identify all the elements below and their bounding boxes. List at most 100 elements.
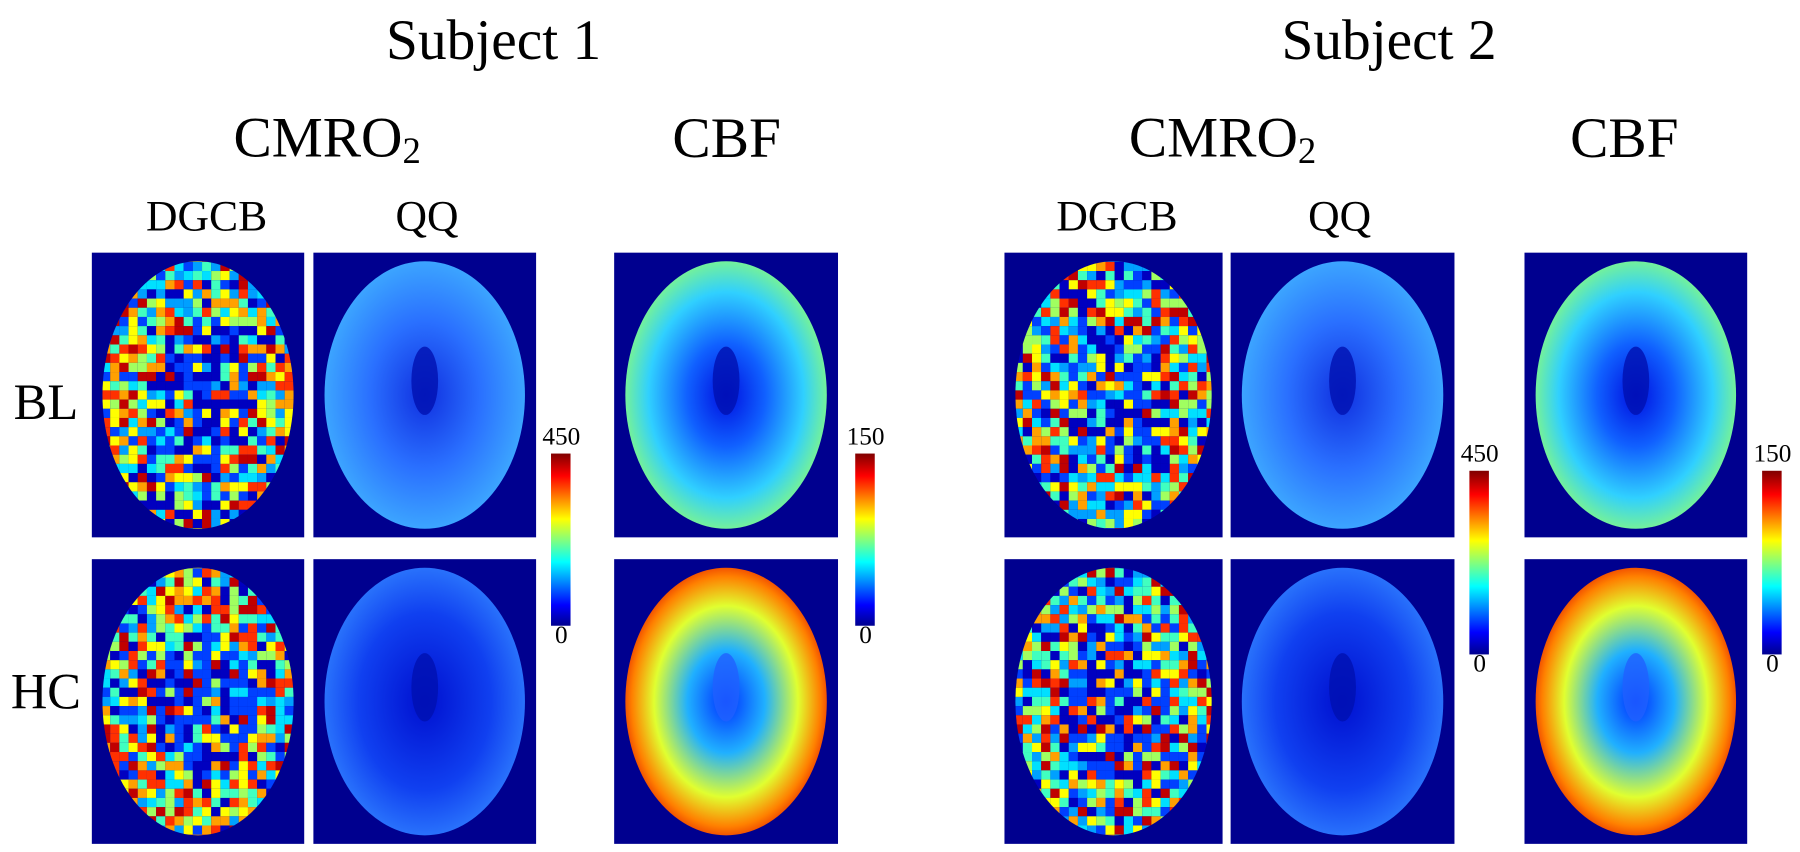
pixel [184,679,193,688]
pixel [165,271,174,280]
pixel [1142,409,1151,418]
pixel [257,436,266,445]
pixel [174,335,183,344]
pixel [156,798,165,807]
pixel [303,372,312,381]
pixel [1115,752,1124,761]
pixel [239,623,248,632]
pixel [211,669,220,678]
pixel [257,308,266,317]
pixel [1161,789,1170,798]
pixel [1096,568,1105,577]
pixel [156,706,165,715]
pixel [193,706,202,715]
pixel [220,390,229,399]
pixel [220,446,229,455]
pixel [1115,706,1124,715]
pixel [303,825,312,834]
pixel [220,679,229,688]
pixel [1188,400,1197,409]
pixel [303,446,312,455]
pixel [1151,761,1160,770]
pixel [165,289,174,298]
pixel [138,372,147,381]
pixel [211,770,220,779]
pixel [266,752,275,761]
pixel [1087,578,1096,587]
pixel [220,354,229,363]
pixel [1115,789,1124,798]
pixel [1087,381,1096,390]
pixel [1050,734,1059,743]
pixel [239,642,248,651]
pixel [1179,400,1188,409]
pixel [1179,633,1188,642]
pixel [138,418,147,427]
pixel [1151,473,1160,482]
pixel [1050,354,1059,363]
pixel [1078,578,1087,587]
pixel [257,455,266,464]
pixel [1087,706,1096,715]
pixel [1133,390,1142,399]
pixel [211,642,220,651]
pixel [1096,427,1105,436]
pixel [138,363,147,372]
pixel [156,688,165,697]
pixel [1142,308,1151,317]
pixel [1105,679,1114,688]
pixel [184,780,193,789]
pixel [1050,770,1059,779]
pixel [165,770,174,779]
pixel [1133,455,1142,464]
pixel [1179,669,1188,678]
pixel [165,623,174,632]
pixel [1124,715,1133,724]
pixel [138,381,147,390]
pixel [248,596,257,605]
pixel [1078,455,1087,464]
pixel [1179,381,1188,390]
pixel [1179,427,1188,436]
measure-name: CMRO [1129,107,1298,170]
pixel [165,752,174,761]
pixel [1023,409,1032,418]
pixel [202,706,211,715]
pixel [220,596,229,605]
pixel [174,271,183,280]
pixel [220,491,229,500]
pixel [1060,642,1069,651]
pixel [110,436,119,445]
pixel [202,335,211,344]
measure-label: CMRO2 [1129,107,1316,172]
pixel [165,596,174,605]
pixel [202,436,211,445]
pixel [1142,482,1151,491]
pixel [1041,427,1050,436]
pixel [1151,596,1160,605]
pixel [1170,633,1179,642]
pixel [156,482,165,491]
pixel [303,669,312,678]
pixel [248,455,257,464]
pixel [239,651,248,660]
pixel [230,734,239,743]
pixel [138,623,147,632]
pixel [1105,335,1114,344]
pixel [1087,605,1096,614]
pixel [1151,789,1160,798]
pixel [1050,409,1059,418]
pixel [129,743,138,752]
pixel [257,482,266,491]
pixel [1069,715,1078,724]
pixel [1078,335,1087,344]
pixel [276,669,285,678]
pixel [211,715,220,724]
pixel [1161,770,1170,779]
pixel [1124,354,1133,363]
pixel [303,752,312,761]
pixel [220,455,229,464]
pixel [248,605,257,614]
pixel [1124,578,1133,587]
